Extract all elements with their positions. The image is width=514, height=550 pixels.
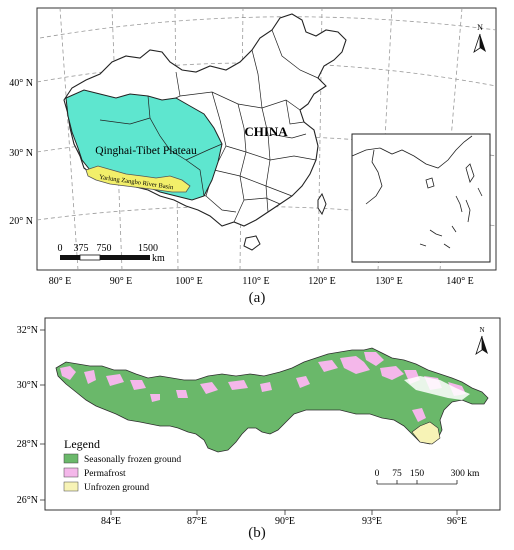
lon-label-84e: 84°E (101, 516, 121, 525)
lon-label-87e: 87°E (187, 516, 207, 525)
scale-a-tick-3: 1500 (138, 243, 158, 254)
lat-label-32n: 32°N (17, 325, 38, 336)
lat-label-40: 40° N (9, 78, 33, 89)
legend-label-unfrozen: Unfrozen ground (84, 482, 149, 493)
scale-a-tick-0: 0 (58, 243, 63, 254)
lon-label-96e: 96°E (447, 516, 467, 525)
lon-label-90e: 90°E (275, 516, 295, 525)
scale-b-tick-3: 300 km (451, 469, 480, 479)
legend-swatch-permafrost (63, 467, 79, 478)
north-letter-b: N (479, 326, 484, 334)
scale-a-unit: km (152, 253, 165, 264)
lat-label-30n: 30°N (17, 380, 38, 391)
scale-bar-a: 0 375 750 1500 km (58, 243, 166, 264)
unfrozen-ground (411, 421, 441, 445)
plateau-label: Qinghai-Tibet Plateau (95, 145, 197, 157)
scale-a-tick-1: 375 (74, 243, 89, 254)
lon-label-90: 90° E (110, 276, 133, 287)
yarlung-zangbo-basin (85, 165, 191, 193)
legend-swatch-seasonal (63, 453, 79, 464)
lat-label-26n: 26°N (17, 495, 38, 506)
lon-label-120: 120° E (308, 276, 336, 287)
lon-label-130: 130° E (375, 276, 403, 287)
north-arrow-b: N (475, 326, 488, 355)
north-letter-a: N (477, 23, 483, 32)
plateau-internal-boundaries (99, 95, 223, 197)
lon-label-80: 80° E (49, 276, 72, 287)
panel-a-caption: (a) (248, 290, 266, 306)
inset-coastlines (351, 135, 483, 249)
lon-label-100: 100° E (175, 276, 203, 287)
panel-b-caption: (b) (248, 525, 266, 541)
basin-seasonally-frozen (55, 347, 489, 453)
legend-label-permafrost: Permafrost (84, 468, 126, 479)
south-china-sea-inset (351, 133, 491, 263)
snow-cover-lower (404, 376, 470, 400)
lat-label-28n: 28°N (17, 439, 38, 450)
scale-b-tick-2: 150 (410, 469, 425, 479)
hainan-island (243, 235, 261, 251)
scale-bar-b (376, 480, 458, 485)
lon-label-93e: 93°E (362, 516, 382, 525)
panel-a-map: Qinghai-Tibet Plateau Yarlung Zangbo Riv… (9, 7, 497, 287)
scale-b-tick-0: 0 (375, 469, 380, 479)
lon-label-110: 110° E (242, 276, 269, 287)
scale-a-tick-2: 750 (97, 243, 112, 254)
country-label: CHINA (244, 124, 288, 139)
scale-b-tick-1: 75 (392, 469, 402, 479)
panel-b-map: N Legend Seasonally frozen ground Permaf… (17, 317, 501, 525)
north-arrow-a: N (473, 23, 486, 53)
lon-label-140: 140° E (446, 276, 474, 287)
legend: Legend Seasonally frozen ground Permafro… (63, 437, 181, 493)
legend-title: Legend (64, 437, 100, 451)
legend-label-seasonal: Seasonally frozen ground (84, 454, 181, 465)
panel-b-ticks (40, 329, 458, 515)
lat-label-20: 20° N (9, 216, 33, 227)
legend-swatch-unfrozen (63, 481, 79, 492)
province-boundaries (149, 29, 319, 223)
lat-label-30: 30° N (9, 148, 33, 159)
taiwan-island (317, 192, 327, 216)
